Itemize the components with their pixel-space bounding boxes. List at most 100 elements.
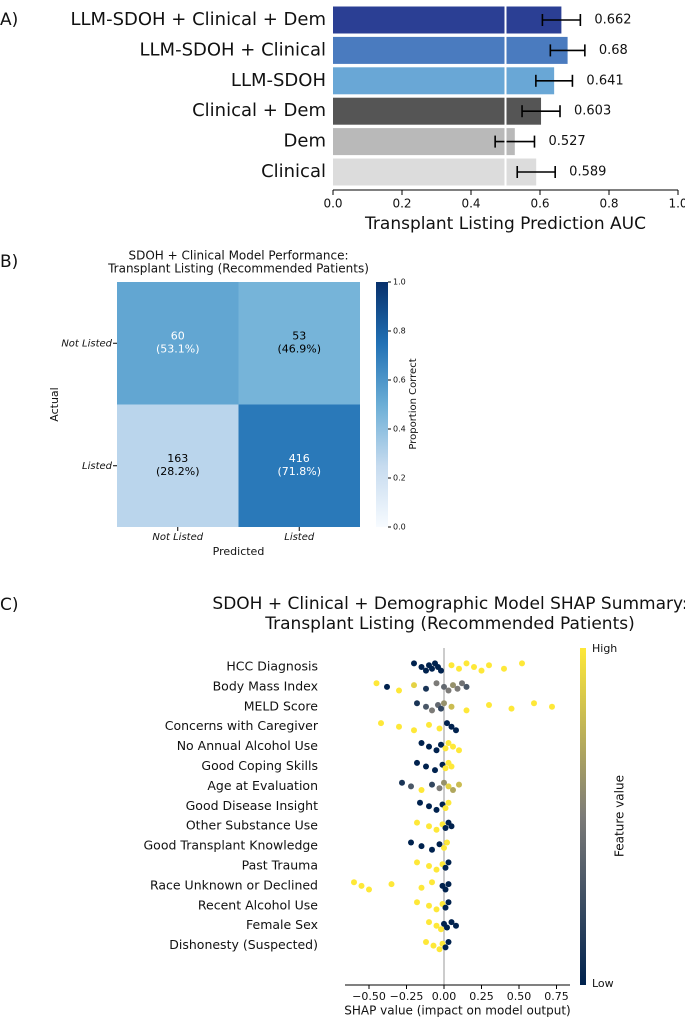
value-label: 0.603 (574, 104, 611, 119)
cell-count: 53 (292, 329, 306, 342)
shap-point (423, 703, 429, 710)
x-axis-label: Transplant Listing Prediction AUC (364, 214, 646, 234)
shap-point (417, 799, 423, 806)
cell-percent: (71.8%) (277, 465, 321, 478)
feature-label: No Annual Alcohol Use (177, 738, 319, 753)
shap-point (436, 785, 443, 792)
bar (333, 6, 562, 34)
feature-label: Race Unknown or Declined (150, 877, 318, 892)
x-tick-label: 0.6 (530, 197, 549, 211)
colorbar (580, 648, 586, 985)
shap-point (448, 919, 455, 926)
colorbar-tick-label: 0.8 (393, 327, 406, 336)
shap-point (441, 844, 447, 851)
chart-title: Transplant Listing (Recommended Patients… (107, 262, 369, 276)
shap-point (456, 665, 462, 672)
x-tick-label: 0.0 (323, 197, 342, 211)
shap-point (436, 841, 443, 848)
colorbar-tick-label: 0.6 (393, 376, 406, 385)
heatmap-cell (117, 404, 239, 527)
shap-point (414, 899, 420, 906)
shap-point (418, 787, 425, 793)
x-tick-label: 0.00 (432, 990, 457, 1003)
shap-point (456, 747, 462, 754)
shap-point (441, 700, 447, 707)
shap-point (519, 660, 525, 667)
x-tick-label: −0.25 (390, 990, 424, 1003)
shap-point (429, 781, 435, 788)
shap-point (448, 823, 455, 830)
shap-point (471, 664, 477, 670)
feature-label: HCC Diagnosis (226, 659, 318, 674)
shap-point (426, 743, 432, 750)
colorbar-tick-label: 0.0 (393, 523, 406, 532)
bar (333, 158, 537, 186)
shap-point (408, 783, 414, 790)
shap-point (429, 665, 435, 672)
y-tick-label: Not Listed (61, 338, 112, 349)
value-label: 0.662 (594, 13, 631, 28)
shap-point (414, 819, 420, 826)
value-label: 0.641 (586, 73, 623, 88)
shap-point (444, 924, 450, 931)
shap-point (486, 662, 492, 669)
feature-label: Dishonesty (Suspected) (169, 937, 318, 952)
x-tick-label: 0.8 (599, 197, 618, 211)
colorbar-tick-label: 0.4 (393, 425, 406, 434)
shap-point (445, 783, 452, 790)
shap-point (423, 939, 429, 945)
value-label: 0.527 (548, 134, 585, 149)
shap-point (426, 863, 432, 869)
shap-point (429, 707, 435, 714)
x-tick-label: 0.25 (469, 990, 494, 1003)
feature-label: Good Transplant Knowledge (144, 838, 319, 853)
category-label: LLM-SDOH (231, 70, 326, 91)
colorbar-high: High (592, 642, 617, 655)
cell-count: 416 (289, 452, 310, 465)
shap-point (414, 700, 420, 707)
shap-point (429, 846, 435, 853)
bar (333, 97, 542, 125)
shap-point (459, 680, 465, 687)
category-label: Clinical + Dem (192, 100, 326, 121)
shap-point (378, 720, 384, 727)
bar (333, 67, 555, 95)
shap-point (396, 687, 402, 694)
shap-point (358, 882, 365, 889)
x-tick-label: 0.50 (507, 990, 532, 1003)
feature-label: Age at Evaluation (207, 778, 318, 793)
shap-point (442, 944, 449, 951)
shap-point (549, 703, 555, 710)
shap-point (456, 781, 462, 788)
shap-point (448, 763, 455, 770)
cell-percent: (28.2%) (156, 465, 200, 478)
shap-point (408, 839, 414, 846)
panel-label: A) (0, 10, 18, 30)
shap-point (366, 886, 372, 893)
shap-point (445, 687, 452, 694)
shap-point (384, 683, 390, 690)
shap-point (486, 702, 492, 708)
x-tick-label: 0.75 (544, 990, 569, 1003)
shap-point (388, 881, 395, 888)
shap-point (445, 859, 452, 866)
shap-point (433, 680, 440, 687)
shap-point (411, 682, 417, 689)
category-label: LLM-SDOH + Clinical + Dem (71, 9, 327, 30)
shap-point (445, 899, 452, 906)
cell-percent: (53.1%) (156, 342, 200, 355)
shap-point (432, 767, 438, 774)
shap-point (423, 685, 429, 692)
shap-point (444, 720, 450, 727)
shap-point (442, 825, 449, 831)
shap-point (426, 919, 432, 926)
shap-point (438, 705, 444, 712)
shap-point (442, 904, 449, 911)
shap-point (438, 667, 444, 674)
panel-label: B) (0, 252, 18, 272)
feature-label: Recent Alcohol Use (198, 897, 318, 912)
x-axis-label: Predicted (213, 545, 265, 558)
value-label: 0.589 (569, 165, 606, 180)
shap-point (445, 799, 452, 806)
shap-point (448, 723, 455, 730)
